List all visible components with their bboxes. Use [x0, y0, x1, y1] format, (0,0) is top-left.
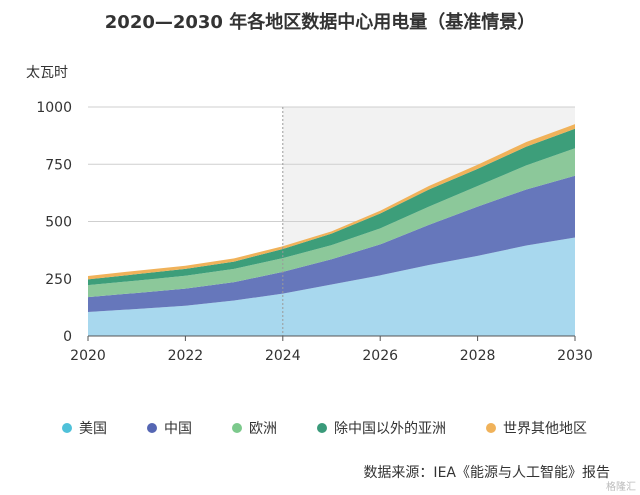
legend-label: 美国	[79, 421, 107, 437]
area-series-1	[88, 175, 575, 312]
x-tick-label: 2020	[70, 348, 106, 364]
legend-label: 中国	[164, 421, 192, 437]
x-tick-label: 2028	[460, 348, 496, 364]
watermark-logo: 格隆汇	[606, 482, 636, 493]
area-series-0	[88, 237, 575, 336]
legend-dot-icon	[147, 423, 157, 433]
x-tick-label: 2022	[168, 348, 204, 364]
y-tick-label: 1000	[36, 100, 72, 116]
legend-dot-icon	[486, 423, 496, 433]
legend-dot-icon	[317, 423, 327, 433]
x-tick-label: 2026	[362, 348, 398, 364]
legend-item-rest-of-world: 世界其他地区	[486, 418, 587, 438]
legend-label: 欧洲	[249, 421, 277, 437]
x-tick-label: 2024	[265, 348, 301, 364]
legend-item-asia-ex-china: 除中国以外的亚洲	[317, 418, 446, 438]
legend-item-us: 美国	[62, 418, 107, 438]
legend-item-china: 中国	[147, 418, 192, 438]
legend-dot-icon	[62, 423, 72, 433]
legend-label: 除中国以外的亚洲	[334, 421, 446, 437]
source-note: 数据来源：IEA《能源与人工智能》报告	[363, 465, 610, 481]
y-tick-label: 0	[63, 329, 72, 345]
legend-label: 世界其他地区	[503, 421, 587, 437]
y-axis-label: 太瓦时	[26, 65, 68, 81]
y-tick-label: 250	[45, 272, 72, 288]
legend-item-europe: 欧洲	[232, 418, 277, 438]
x-tick-label: 2030	[557, 348, 593, 364]
chart-title: 2020—2030 年各地区数据中心用电量（基准情景）	[104, 12, 536, 33]
area-series-2	[88, 148, 575, 298]
chart-legend: 美国 中国 欧洲 除中国以外的亚洲 世界其他地区	[62, 418, 587, 438]
legend-dot-icon	[232, 423, 242, 433]
y-tick-label: 500	[45, 215, 72, 231]
y-tick-label: 750	[45, 157, 72, 173]
